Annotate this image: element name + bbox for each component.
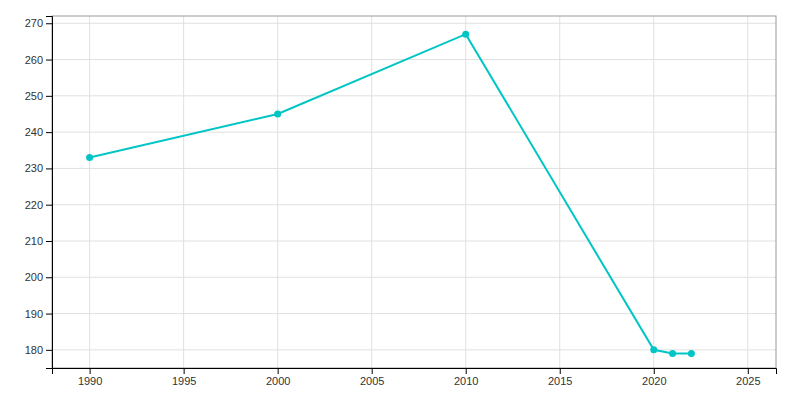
tick-mark [46,132,52,133]
tick: 210 [25,235,52,247]
tick: 180 [25,344,52,356]
tick: 250 [25,90,52,102]
axis-line [46,17,53,369]
y-axis: 180 190 200 210 220 230 240 250 260 270 [25,17,53,369]
tick-mark [560,368,561,374]
tick-label: 1995 [172,375,196,387]
tick-label: 230 [25,162,43,174]
tick-mark [46,23,52,24]
tick-label: 2025 [736,375,760,387]
grid [52,16,776,368]
tick-label: 260 [25,54,43,66]
tick-label: 190 [25,308,43,320]
tick-mark [46,205,52,206]
tick-label: 180 [25,344,43,356]
point [86,154,93,161]
tick: 190 [25,308,52,320]
tick: 1995 [172,368,196,387]
grid-line-y [52,277,776,278]
tick-mark [46,168,52,169]
grid-line-y [52,95,776,96]
tick-mark [748,368,749,374]
grid-line-y [52,132,776,133]
point [688,350,695,357]
tick-mark [46,350,52,351]
tick-label: 2000 [266,375,290,387]
point [462,31,469,38]
tick-label: 2005 [360,375,384,387]
tick: 260 [25,54,52,66]
tick: 2015 [548,368,572,387]
x-axis: 1990 1995 2000 2005 2010 2015 2020 2025 [53,368,777,387]
tick: 2020 [642,368,666,387]
tick: 2000 [266,368,290,387]
tick: 2005 [360,368,384,387]
grid-line-x [277,16,278,368]
grid-line-x [371,16,372,368]
plot-frame [52,16,776,368]
tick-mark [466,368,467,374]
grid-line-x [183,16,184,368]
tick-label: 220 [25,199,43,211]
tick-mark [372,368,373,374]
tick-label: 1990 [78,375,102,387]
tick-mark [90,368,91,374]
chart: 1990 1995 2000 2005 2010 2015 2020 2025 180 190 20… [0,0,800,400]
grid-line-x [653,16,654,368]
tick: 200 [25,271,52,283]
tick-mark [46,60,52,61]
point [650,346,657,353]
tick-mark [654,368,655,374]
line [90,34,692,353]
grid-line-x [465,16,466,368]
axis-line [53,369,777,375]
marks [86,31,695,357]
grid-line-x [89,16,90,368]
grid-line-y [52,313,776,314]
tick: 1990 [78,368,102,387]
tick: 270 [25,17,52,29]
point [669,350,676,357]
tick-label: 270 [25,17,43,29]
tick-label: 200 [25,271,43,283]
tick-mark [46,241,52,242]
tick-label: 240 [25,126,43,138]
tick: 230 [25,162,52,174]
grid-line-y [52,23,776,24]
tick-label: 210 [25,235,43,247]
tick-label: 2015 [548,375,572,387]
grid-line-y [52,240,776,241]
grid-line-x [747,16,748,368]
grid-line-y [52,204,776,205]
tick-mark [46,96,52,97]
grid-line-y [52,168,776,169]
tick: 220 [25,199,52,211]
tick-mark [46,314,52,315]
tick: 240 [25,126,52,138]
grid-line-y [52,349,776,350]
tick-label: 2010 [454,375,478,387]
plot-area: 1990 1995 2000 2005 2010 2015 2020 2025 180 190 20… [25,16,777,387]
tick-mark [278,368,279,374]
tick-label: 2020 [642,375,666,387]
tick: 2010 [454,368,478,387]
tick-mark [184,368,185,374]
point [274,110,281,117]
tick-label: 250 [25,90,43,102]
grid-line-y [52,59,776,60]
tick: 2025 [736,368,760,387]
tick-mark [46,277,52,278]
